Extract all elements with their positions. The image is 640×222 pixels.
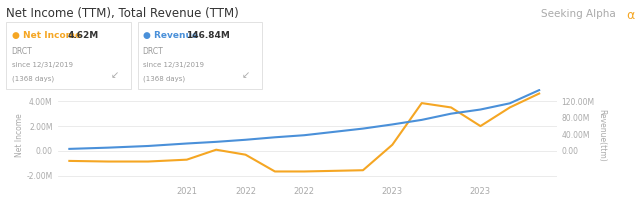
Text: Net Income (TTM), Total Revenue (TTM): Net Income (TTM), Total Revenue (TTM)	[6, 7, 239, 20]
Text: since 12/31/2019: since 12/31/2019	[12, 62, 72, 68]
Text: 4.62M: 4.62M	[67, 31, 99, 40]
Text: ● Revenue: ● Revenue	[143, 31, 198, 40]
Text: DRCT: DRCT	[12, 47, 32, 56]
Y-axis label: Net Income: Net Income	[15, 113, 24, 157]
Text: α: α	[626, 9, 634, 22]
Text: since 12/31/2019: since 12/31/2019	[143, 62, 204, 68]
Text: 146.84M: 146.84M	[186, 31, 230, 40]
Text: ● Net Income: ● Net Income	[12, 31, 81, 40]
Text: Seeking Alpha: Seeking Alpha	[541, 9, 616, 19]
Text: ↙: ↙	[241, 70, 250, 80]
Text: DRCT: DRCT	[143, 47, 163, 56]
Text: ↙: ↙	[110, 70, 118, 80]
Y-axis label: Revenue(ttm): Revenue(ttm)	[597, 109, 606, 162]
Text: (1368 days): (1368 days)	[143, 75, 185, 82]
Text: (1368 days): (1368 days)	[12, 75, 54, 82]
